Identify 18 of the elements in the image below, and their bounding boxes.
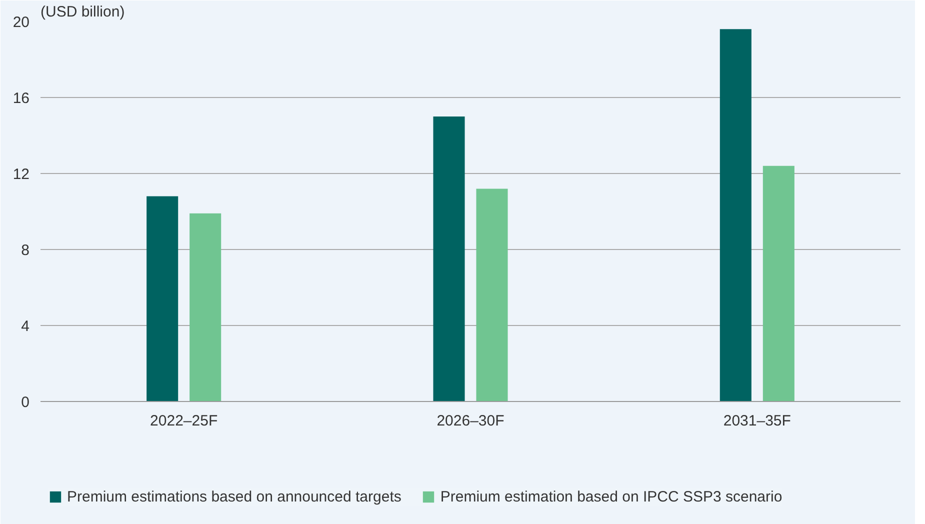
y-tick-label: 4: [21, 318, 30, 335]
bar: [190, 213, 222, 402]
bar: [762, 166, 794, 402]
x-tick-label: 2026–30F: [436, 412, 504, 430]
x-tick-label: 2031–35F: [723, 412, 791, 430]
y-tick-label: 0: [21, 394, 30, 411]
y-tick-label: 8: [21, 242, 30, 259]
bar: [720, 29, 752, 402]
bar: [476, 188, 508, 402]
legend-label: Premium estimations based on announced targets: [67, 488, 402, 506]
y-tick-label: 12: [12, 166, 30, 183]
bar: [146, 196, 178, 402]
legend-label: Premium estimation based on IPCC SSP3 scenario: [440, 488, 782, 506]
y-axis-title: (USD billion): [40, 4, 125, 20]
y-tick-label: 20: [12, 14, 30, 31]
x-tick-label: 2022–25F: [150, 412, 218, 430]
y-tick-label: 16: [12, 90, 30, 107]
bar: [433, 116, 465, 402]
